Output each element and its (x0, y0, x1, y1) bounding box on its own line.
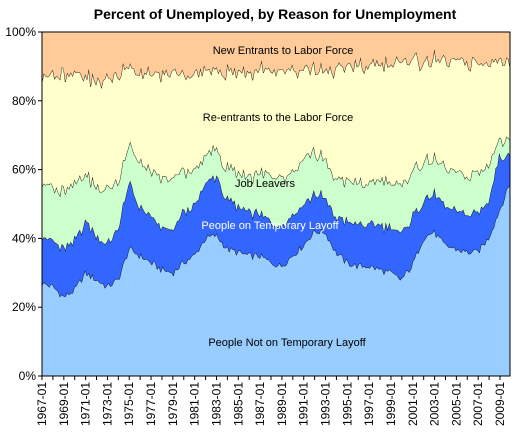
x-tick-label: 1997-01 (362, 382, 376, 426)
series-labels: People Not on Temporary Layoff People on … (201, 45, 366, 349)
x-tick-label: 1987-01 (253, 382, 267, 426)
area-people-not-on-temporary-layoff (42, 185, 510, 376)
x-tick-label: 1975-01 (122, 382, 136, 426)
x-tick-label: 1977-01 (144, 382, 158, 426)
series-label-people-not-on-temporary-layoff: People Not on Temporary Layoff (208, 337, 366, 349)
x-tick-label: 1969-01 (57, 382, 71, 426)
x-tick-label: 2001-01 (406, 382, 420, 426)
y-tick-label: 20% (12, 300, 36, 314)
x-tick-label: 2005-01 (449, 382, 463, 426)
x-tick-label: 1991-01 (297, 382, 311, 426)
x-tick-label: 1973-01 (100, 382, 114, 426)
area-people-on-temporary-layoff (42, 152, 510, 297)
x-tick-label: 1971-01 (79, 382, 93, 426)
series-label-people-on-temporary-layoff: People on Temporary Layoff (201, 220, 339, 232)
chart-title: Percent of Unemployed, by Reason for Une… (94, 6, 457, 22)
x-tick-label: 1999-01 (384, 382, 398, 426)
series-label-job-leavers: Job Leavers (235, 178, 295, 190)
x-tick-label: 1989-01 (275, 382, 289, 426)
x-tick-label: 1967-01 (35, 382, 49, 426)
y-tick-label: 100% (5, 25, 36, 39)
y-tick-label: 60% (12, 163, 36, 177)
plot-frame (41, 31, 511, 377)
y-tick-label: 40% (12, 231, 36, 245)
series-label-new-entrants-to-labor-force: New Entrants to Labor Force (213, 45, 354, 57)
x-tick-label: 1993-01 (319, 382, 333, 426)
y-tick-label: 80% (12, 94, 36, 108)
x-tick-label: 1995-01 (340, 382, 354, 426)
series-label-re-entrants-to-the-labor-force: Re-entrants to the Labor Force (203, 112, 353, 124)
x-tick-label: 2009-01 (493, 382, 507, 426)
x-tick-label: 2003-01 (428, 382, 442, 426)
x-tick-label: 1981-01 (188, 382, 202, 426)
x-tick-label: 2007-01 (471, 382, 485, 426)
y-tick-label: 0% (19, 369, 37, 383)
x-tick-label: 1983-01 (210, 382, 224, 426)
area-new-entrants-to-labor-force (42, 32, 510, 88)
x-tick-label: 1979-01 (166, 382, 180, 426)
area-job-leavers (42, 136, 510, 251)
area-re-entrants-to-the-labor-force (42, 49, 510, 196)
plot-area (41, 32, 511, 376)
axes: 0% 20% 40% 60% 80% 100% 1967-01 1969-01 1971-01 1… (5, 25, 511, 426)
x-tick-label: 1985-01 (231, 382, 245, 426)
